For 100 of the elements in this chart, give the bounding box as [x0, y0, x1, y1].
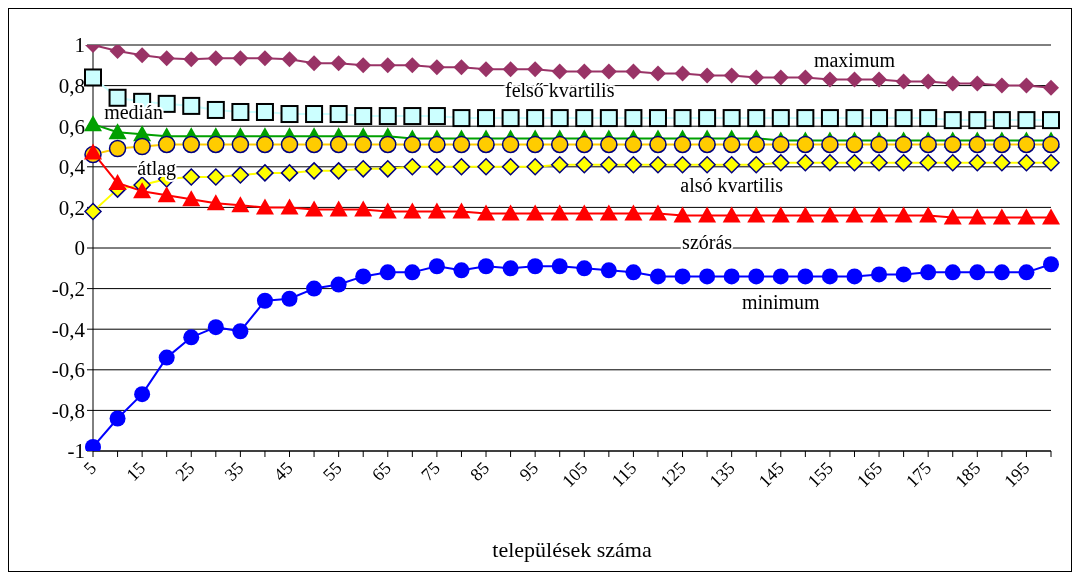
- point: [232, 323, 249, 340]
- point: [624, 156, 643, 174]
- point: [206, 100, 225, 119]
- point: [845, 135, 864, 154]
- point: [550, 156, 569, 174]
- point: [280, 164, 299, 182]
- point: [502, 61, 519, 78]
- point: [723, 67, 740, 84]
- point: [698, 135, 716, 154]
- point: [306, 55, 323, 72]
- point: [354, 135, 372, 154]
- point: [993, 135, 1011, 154]
- point: [551, 63, 568, 80]
- point: [871, 71, 888, 88]
- point: [428, 59, 445, 76]
- point: [796, 135, 815, 154]
- point: [403, 107, 422, 126]
- point: [1017, 111, 1036, 130]
- point: [699, 268, 716, 285]
- point: [207, 50, 224, 67]
- point: [919, 153, 937, 172]
- point: [747, 109, 766, 128]
- point: [330, 276, 347, 293]
- point: [797, 268, 814, 285]
- point: [255, 102, 274, 121]
- point: [920, 73, 937, 90]
- point: [378, 107, 397, 126]
- point: [305, 200, 324, 217]
- x-tick-label: 45: [269, 457, 297, 485]
- point: [526, 109, 545, 128]
- point: [280, 198, 299, 215]
- point: [797, 69, 814, 86]
- point: [625, 63, 642, 80]
- point: [673, 206, 692, 223]
- point: [845, 109, 864, 128]
- point: [599, 109, 618, 128]
- point: [575, 156, 594, 174]
- x-tick-label: 65: [367, 457, 395, 485]
- point: [231, 196, 250, 213]
- point: [1043, 256, 1059, 273]
- point: [968, 208, 987, 225]
- y-tick-label: 1: [74, 33, 85, 58]
- point: [527, 258, 544, 275]
- point: [354, 107, 373, 126]
- point: [870, 206, 889, 223]
- point: [845, 206, 864, 223]
- point: [84, 68, 102, 87]
- point: [452, 109, 471, 128]
- point: [84, 202, 102, 221]
- point: [969, 264, 986, 281]
- point: [698, 156, 716, 174]
- point: [329, 162, 348, 180]
- point: [648, 109, 667, 128]
- point: [771, 109, 790, 128]
- point: [231, 135, 250, 154]
- point: [624, 135, 643, 154]
- point: [231, 102, 250, 121]
- point: [723, 268, 740, 285]
- point: [576, 63, 593, 80]
- point: [821, 71, 838, 88]
- point: [207, 135, 225, 154]
- point: [748, 69, 765, 86]
- point: [1017, 208, 1036, 225]
- point: [256, 292, 273, 309]
- x-tick-label: 185: [951, 457, 985, 492]
- point: [182, 96, 201, 115]
- point: [182, 135, 201, 154]
- point: [943, 208, 962, 225]
- x-tick-label: 135: [705, 457, 739, 492]
- point: [550, 109, 569, 128]
- point: [673, 135, 692, 154]
- point: [305, 105, 324, 124]
- point: [599, 204, 618, 221]
- point: [329, 135, 348, 154]
- point: [403, 158, 422, 176]
- point: [526, 204, 545, 221]
- point: [722, 206, 741, 223]
- point: [133, 137, 151, 156]
- point: [968, 111, 987, 130]
- point: [772, 268, 789, 285]
- point: [133, 182, 152, 199]
- x-tick-label: 175: [902, 457, 936, 492]
- x-tick-label: 165: [852, 457, 887, 492]
- point: [747, 156, 765, 174]
- point: [649, 268, 666, 285]
- point: [526, 158, 544, 176]
- y-tick-label: -0,4: [51, 317, 86, 342]
- point: [600, 135, 618, 154]
- point: [747, 135, 765, 154]
- y-tick-label: 0,4: [58, 155, 86, 180]
- point: [771, 206, 790, 223]
- point: [919, 109, 938, 128]
- point: [527, 61, 544, 78]
- point: [158, 349, 175, 366]
- point: [157, 135, 176, 154]
- x-tick-label: 15: [122, 457, 150, 485]
- point: [478, 258, 495, 275]
- point: [379, 57, 396, 74]
- point: [108, 139, 127, 158]
- point: [109, 410, 126, 427]
